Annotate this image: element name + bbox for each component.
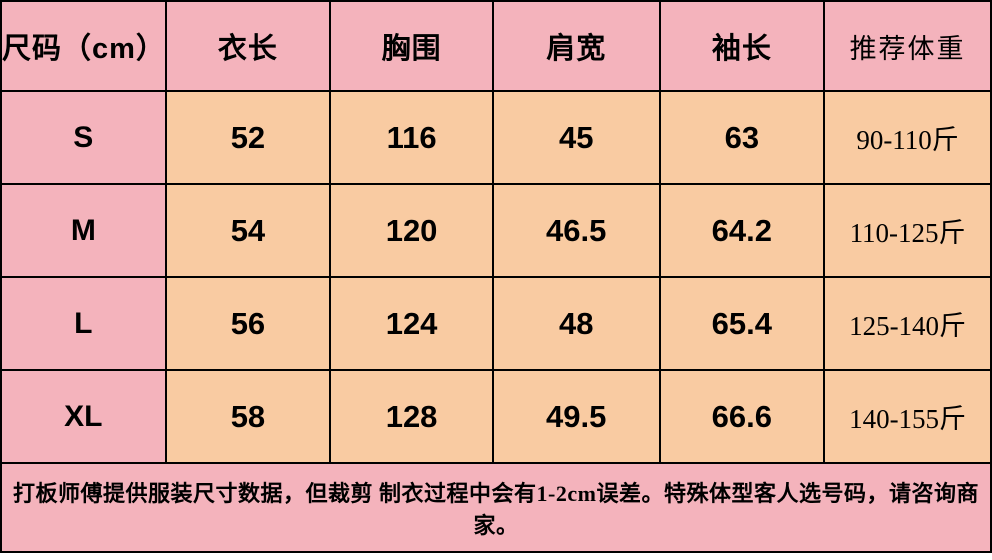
note-row: 打板师傅提供服装尺寸数据，但裁剪 制衣过程中会有1-2cm误差。特殊体型客人选号… [0,462,992,553]
column-header-size: 尺码（cm） [0,0,167,92]
table-row-m: M 54 120 46.5 64.2 110-125斤 [0,183,992,278]
weight-cell: 90-110斤 [823,90,992,185]
length-cell: 54 [164,183,332,278]
column-header-weight: 推荐体重 [823,0,992,92]
length-cell: 58 [164,369,332,464]
sleeve-cell: 63 [658,90,826,185]
length-cell: 56 [164,276,332,371]
column-header-shoulder: 肩宽 [491,0,661,92]
column-header-bust: 胸围 [329,0,494,92]
bust-cell: 116 [329,90,494,185]
column-header-sleeve: 袖长 [658,0,826,92]
shoulder-cell: 49.5 [491,369,661,464]
bust-cell: 124 [329,276,494,371]
column-header-length: 衣长 [164,0,332,92]
shoulder-cell: 46.5 [491,183,661,278]
disclaimer-note: 打板师傅提供服装尺寸数据，但裁剪 制衣过程中会有1-2cm误差。特殊体型客人选号… [0,462,992,553]
table-row-s: S 52 116 45 63 90-110斤 [0,90,992,185]
size-cell: XL [0,369,167,464]
weight-cell: 110-125斤 [823,183,992,278]
bust-cell: 128 [329,369,494,464]
header-row: 尺码（cm） 衣长 胸围 肩宽 袖长 推荐体重 [0,0,992,92]
weight-cell: 140-155斤 [823,369,992,464]
table-row-xl: XL 58 128 49.5 66.6 140-155斤 [0,369,992,464]
size-cell: L [0,276,167,371]
shoulder-cell: 45 [491,90,661,185]
sleeve-cell: 65.4 [658,276,826,371]
sleeve-cell: 66.6 [658,369,826,464]
size-cell: M [0,183,167,278]
table-row-l: L 56 124 48 65.4 125-140斤 [0,276,992,371]
weight-cell: 125-140斤 [823,276,992,371]
length-cell: 52 [164,90,332,185]
size-cell: S [0,90,167,185]
bust-cell: 120 [329,183,494,278]
sleeve-cell: 64.2 [658,183,826,278]
shoulder-cell: 48 [491,276,661,371]
